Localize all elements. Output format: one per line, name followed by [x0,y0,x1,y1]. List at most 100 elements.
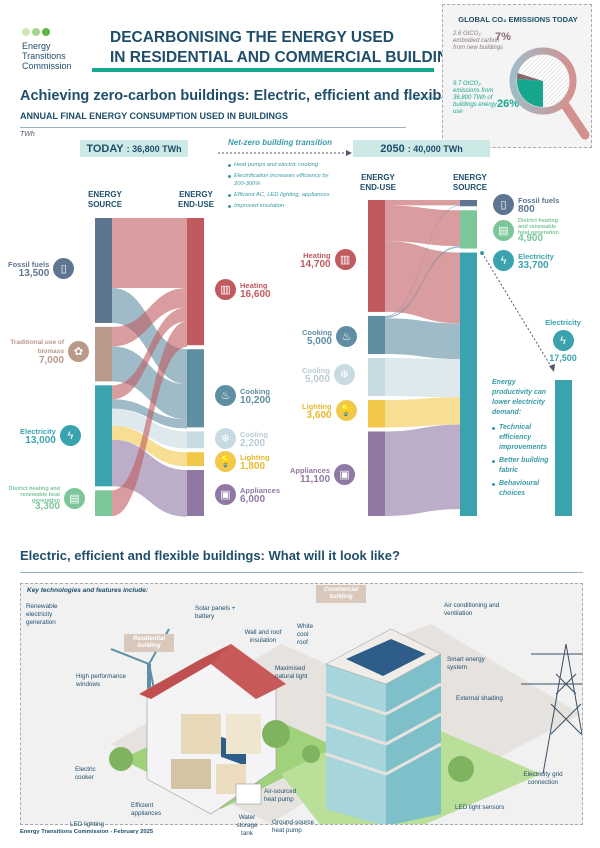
source-label-electricity: Electricity 13,000 ϟ [20,425,81,446]
annotation-electric-cooker: Electric cooker [75,766,96,781]
2050-enduse-label-cooling: Cooling 5,000 ❄ [302,364,355,385]
tree-icon [109,720,474,782]
page-title: DECARBONISING THE ENERGY USED IN RESIDENT… [110,29,471,66]
annotation-efficient-appliances: Efficient appliances [131,802,162,817]
radiator-icon: ▥ [215,279,236,300]
today-left-node [95,385,112,487]
wood-icon: ✿ [68,341,89,362]
heat-network-icon: ▤ [64,487,85,509]
enduse-label-appliances: ▣ Appliances 6,000 [215,484,280,505]
gas-cylinder-icon: ▯ [493,194,514,215]
embodied-carbon-text: 2.6 GtCO₂ embodied carbon from new build… [453,31,504,51]
annotation-wall-insulation: Wall and roof insulation [244,629,282,644]
divider [20,127,406,128]
transition-bullets: Heat pumps and electric cooking Electrif… [228,161,338,213]
transition-title: Net-zero building transition [228,138,332,147]
enduse-label-cooking: ♨ Cooking 10,200 [215,385,271,406]
org-logo-text: Energy Transitions Commission [22,41,72,71]
commercial-building-tag: Commercial building [316,585,366,603]
2050-left-node [368,315,385,354]
today-right-node [187,431,204,449]
today-right-node [187,349,204,428]
reduced-electricity-label: Electricity ϟ 17,500 [545,318,581,363]
today-banner: TODAY: 36,800 TWh [80,140,188,157]
arrowhead [549,364,555,372]
productivity-bullet: Technical efficiency improvements [492,423,552,453]
embodied-pct: 7% [495,31,511,43]
annotation-windows: High performance windows [76,673,127,688]
transition-bullet: Heat pumps and electric cooking [228,161,338,169]
2050-banner: 2050: 40,000 TWh [353,140,490,157]
2050-enduse-label-heating: Heating 14,700 ▥ [300,249,356,270]
today-right-node [187,470,204,516]
enduse-label-lighting: 💡 Lighting 1,800 [215,451,270,472]
annotation-white-roof: White cool roof [297,623,314,646]
heat-network-icon: ▤ [493,219,514,241]
2050-left-node [368,358,385,397]
cooker-icon: ♨ [215,385,236,406]
2050-right-node [460,210,477,249]
today-right-node [187,452,204,467]
annotation-smart-energy: Smart energy system [447,656,485,671]
today-flow [112,218,187,288]
enduse-label-heating: ▥ Heating 16,600 [215,279,271,300]
2050-flow [385,318,460,360]
today-enduse-heading: ENERGY END-USE [177,190,214,209]
annotation-natural-light: Maximised natural light [275,665,308,680]
lightning-icon: ϟ [59,425,81,446]
sankey-diagrams [95,200,572,517]
appliance-icon: ▣ [215,484,236,505]
today-flow [112,439,187,517]
transition-bullet: Electrification increases efficiency by … [228,172,338,188]
today-flow [112,307,187,400]
today-flow [112,346,187,420]
2050-source-label-district-heating: ▤ District heating and renewable heat ge… [493,218,568,244]
section2-title: Electric, efficient and flexible buildin… [20,548,400,563]
2050-left-node [368,200,385,312]
cooker-icon: ♨ [336,326,357,347]
annotation-grid-connection: Electricity grid connection [523,771,563,786]
annotation-renewable: Renewable electricity generation [26,603,58,626]
2050-enduse-label-appliances: Appliances 11,100 ▣ [290,464,356,485]
logo-mark [22,28,50,36]
2050-source-label-fossil: ▯ Fossil fuels 800 [493,194,559,215]
2050-enduse-heading: ENERGY END-USE [359,173,396,192]
annotation-led-lighting: LED lighting [70,821,104,828]
lightning-icon: ϟ [493,250,514,271]
2050-flow [385,246,460,319]
2050-flow [385,397,460,428]
annotation-solar: Solar panels + battery [195,605,236,620]
2050-right-node [460,252,477,516]
reduced-electricity-bar [555,379,572,516]
annotation-water-tank: Water storage tank [236,814,258,837]
2050-flow [385,358,460,398]
2050-source-label-electricity: ϟ Electricity 33,700 [493,250,554,271]
lightbulb-icon: 💡 [215,451,236,472]
subtitle: Achieving zero-carbon buildings: Electri… [20,88,454,104]
divider [20,572,583,573]
radiator-icon: ▥ [334,249,356,270]
2050-enduse-label-lighting: Lighting 3,600 💡 [302,400,357,421]
residential-building-tag: Residential building [124,634,174,652]
2050-enduse-label-cooking: Cooking 5,000 ♨ [302,326,357,347]
illustration-graphic [109,624,582,824]
section-label: ANNUAL FINAL ENERGY CONSUMPTION USED IN … [20,111,289,121]
residential-house-icon [139,644,286,815]
2050-right-node [460,200,477,207]
energy-emissions-text: 9.7 GtCO₂ emissions from 36,800 TWh of b… [453,81,497,115]
today-flow [112,287,187,347]
annotation-external-shading: External shading [456,695,503,702]
source-label-biomass: Traditional use of biomass 7,000 ✿ [6,338,89,366]
magnifier-donut-icon [509,47,590,140]
transition-arrow [218,150,352,156]
gas-cylinder-icon: ▯ [53,258,75,279]
annotation-led-sensors: LED light sensors [455,804,505,811]
title-underline [92,68,434,72]
2050-flow [385,200,460,206]
today-left-node [95,218,112,323]
today-left-node [95,326,112,382]
annotation-air-conditioning: Air conditioning and ventilation [444,602,500,617]
productivity-bullet: Better building fabric [492,456,552,476]
transition-bullet: Improved insulation [228,202,338,210]
today-flow [112,425,187,467]
